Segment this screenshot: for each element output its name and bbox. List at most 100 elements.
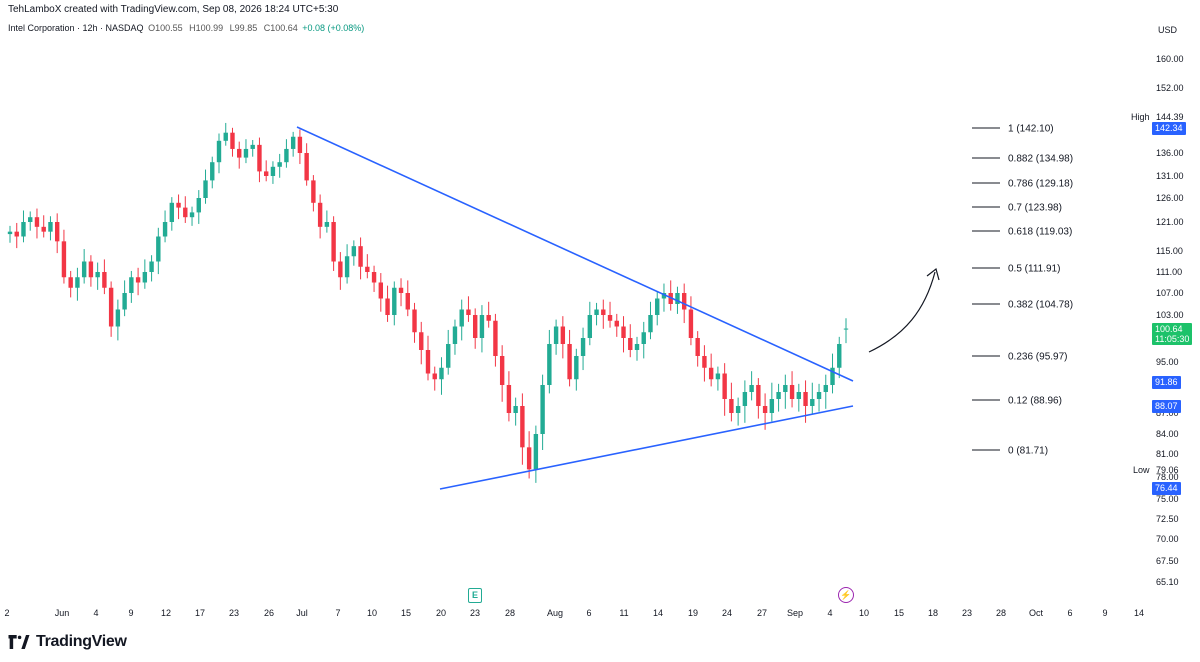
price-badge-142-34: 142.34 (1152, 122, 1186, 135)
price-badge-91-86: 91.86 (1152, 376, 1181, 389)
fib-levels-group: 1 (142.10) 0.882 (134.98) 0.786 (129.18) 0.… (972, 124, 1073, 457)
candle (493, 313, 498, 367)
time-tick: 26 (264, 608, 274, 618)
ascending-trendline[interactable] (439, 405, 854, 490)
candle (574, 348, 579, 391)
candle (196, 190, 201, 224)
candle (311, 175, 316, 212)
candle (284, 139, 289, 168)
candle (324, 210, 330, 233)
time-tick: 12 (161, 608, 171, 618)
currency-label[interactable]: USD (1158, 25, 1178, 35)
candle (21, 210, 26, 243)
projection-arrow (868, 267, 940, 353)
candle (378, 273, 384, 312)
time-tick: 9 (128, 608, 133, 618)
candle (61, 229, 67, 284)
low-value: 79.06 (1156, 465, 1179, 475)
fib-label: 0.786 (129.18) (1008, 179, 1073, 190)
candle (358, 237, 363, 280)
tradingview-footer[interactable]: TradingView (8, 633, 127, 651)
candle (769, 382, 775, 422)
price-tick: 107.00 (1156, 288, 1184, 298)
time-tick: 23 (229, 608, 239, 618)
fib-level[interactable]: 0.7 (123.98) (972, 203, 1062, 214)
candle (290, 131, 296, 157)
candle (135, 267, 141, 296)
candle (513, 397, 518, 426)
fib-level[interactable]: 0.618 (119.03) (972, 227, 1072, 238)
candle (237, 141, 242, 169)
dividend-icon[interactable]: ⚡ (838, 587, 854, 603)
trendlines-group (296, 126, 854, 490)
time-tick: 23 (962, 608, 972, 618)
candle (365, 254, 370, 279)
candle (41, 215, 46, 238)
candle (338, 252, 343, 290)
candle (816, 383, 822, 412)
candle (688, 296, 694, 346)
candle (142, 259, 148, 289)
time-tick: Jul (296, 608, 308, 618)
time-tick: 20 (436, 608, 446, 618)
time-tick: 10 (367, 608, 377, 618)
price-tick: 70.00 (1156, 534, 1179, 544)
high-label: High (1131, 112, 1150, 122)
candle (749, 371, 754, 401)
price-tick: 152.00 (1156, 83, 1184, 93)
time-tick: 27 (757, 608, 767, 618)
fib-level[interactable]: 0 (81.71) (972, 446, 1048, 457)
time-tick: 24 (722, 608, 732, 618)
candle (466, 296, 471, 322)
candle (843, 318, 849, 344)
price-tick: 65.10 (1156, 577, 1179, 587)
tradingview-brand: TradingView (36, 633, 127, 650)
candle (331, 216, 336, 271)
ohlc-open: O100.55 (148, 23, 183, 33)
descending-trendline[interactable] (296, 126, 854, 382)
candle (203, 169, 208, 204)
candle (655, 291, 660, 326)
candle (183, 196, 188, 223)
candle (540, 374, 545, 450)
candle (533, 425, 539, 483)
candle (722, 363, 727, 416)
fib-level[interactable]: 0.5 (111.91) (972, 264, 1060, 275)
candle (830, 353, 835, 394)
ohlc-close: C100.64 (263, 23, 298, 33)
fib-level[interactable]: 1 (142.10) (972, 124, 1054, 135)
fib-level[interactable]: 0.786 (129.18) (972, 179, 1073, 190)
price-tick: 121.00 (1156, 217, 1184, 227)
time-tick: 18 (928, 608, 938, 618)
earnings-icon[interactable]: E (468, 588, 482, 603)
candle (34, 208, 40, 239)
symbol-name[interactable]: Intel Corporation · 12h · NASDAQ (8, 23, 144, 33)
candle (102, 259, 107, 295)
candle (243, 139, 249, 164)
fib-level[interactable]: 0.12 (88.96) (972, 396, 1062, 407)
price-tick: 67.50 (1156, 556, 1179, 566)
candle (756, 378, 761, 419)
candle (735, 397, 741, 426)
time-tick: 15 (894, 608, 904, 618)
candle (520, 393, 525, 465)
candle (439, 357, 444, 395)
time-tick: 4 (93, 608, 98, 618)
time-tick: 14 (653, 608, 663, 618)
candle (75, 267, 80, 301)
candle (344, 244, 350, 284)
fib-level[interactable]: 0.382 (104.78) (972, 300, 1073, 311)
fib-level[interactable]: 0.882 (134.98) (972, 154, 1073, 165)
price-tick: 126.00 (1156, 193, 1184, 203)
candle (668, 280, 673, 311)
price-tick: 72.50 (1156, 514, 1179, 524)
candle (452, 319, 458, 355)
candle (176, 194, 181, 220)
candle (68, 270, 73, 298)
price-tick: 95.00 (1156, 357, 1179, 367)
candle (223, 122, 228, 146)
price-tick: 115.00 (1156, 246, 1183, 256)
fib-label: 0.382 (104.78) (1008, 300, 1073, 311)
fib-level[interactable]: 0.236 (95.97) (972, 352, 1068, 363)
